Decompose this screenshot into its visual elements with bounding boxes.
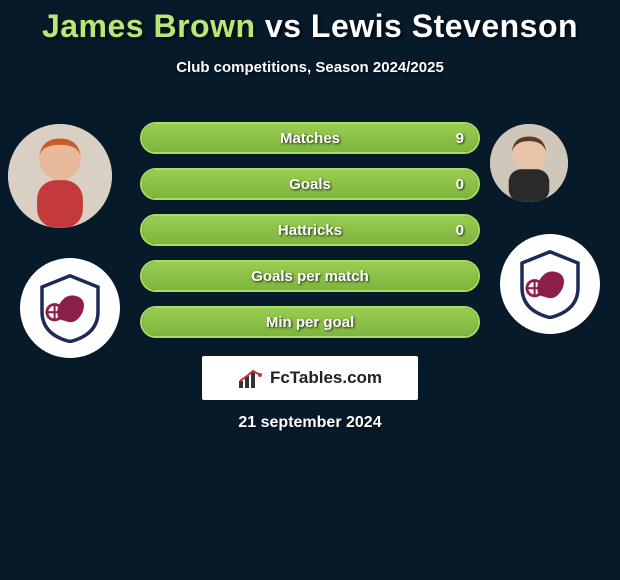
stat-bar: Matches9 bbox=[140, 122, 480, 154]
stat-bar-fill bbox=[142, 262, 478, 290]
stat-bar: Goals per match bbox=[140, 260, 480, 292]
stat-bar-fill bbox=[142, 170, 478, 198]
date-text: 21 september 2024 bbox=[0, 414, 620, 432]
vs-text: vs bbox=[265, 8, 302, 44]
shield-icon bbox=[35, 273, 105, 343]
player1-name: James Brown bbox=[42, 8, 256, 44]
player1-club-crest bbox=[20, 258, 120, 358]
page-title: James Brown vs Lewis Stevenson bbox=[0, 0, 620, 45]
watermark-text: FcTables.com bbox=[270, 368, 382, 388]
watermark: FcTables.com bbox=[202, 356, 418, 400]
subtitle: Club competitions, Season 2024/2025 bbox=[0, 59, 620, 76]
stat-bar-fill bbox=[142, 308, 478, 336]
stat-bar-fill bbox=[142, 124, 478, 152]
shield-icon bbox=[515, 249, 585, 319]
player2-avatar bbox=[490, 124, 568, 202]
stat-bar-fill bbox=[142, 216, 478, 244]
person-icon bbox=[8, 124, 112, 228]
player2-name: Lewis Stevenson bbox=[311, 8, 578, 44]
player1-avatar bbox=[8, 124, 112, 228]
fctables-logo-icon bbox=[238, 367, 264, 389]
stats-bars: Matches9 Goals0 Hattricks0 Goals per match M… bbox=[140, 122, 480, 352]
stat-bar: Min per goal bbox=[140, 306, 480, 338]
person-icon bbox=[490, 124, 568, 202]
player2-club-crest bbox=[500, 234, 600, 334]
stat-bar: Goals0 bbox=[140, 168, 480, 200]
stat-bar: Hattricks0 bbox=[140, 214, 480, 246]
